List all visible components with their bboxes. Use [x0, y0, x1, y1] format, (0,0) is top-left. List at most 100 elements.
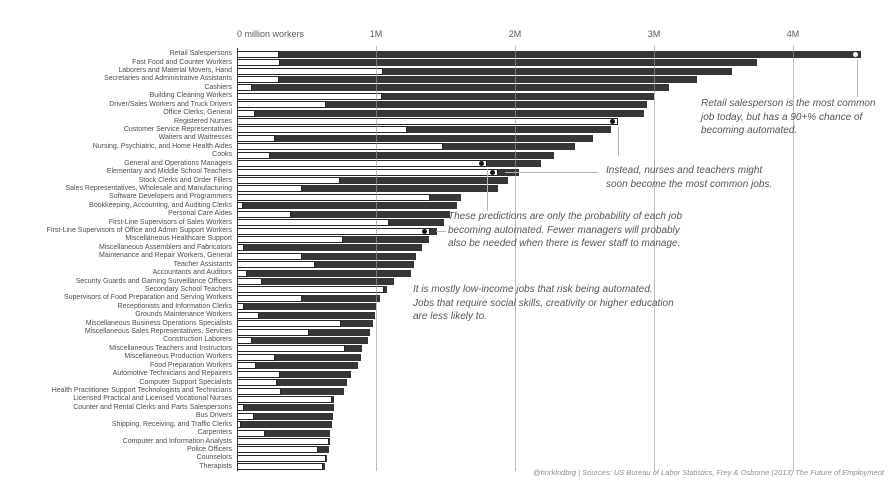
job-label: Maintenance and Repair Workers, General [99, 252, 232, 260]
highlight-dot-white [853, 51, 859, 57]
bar-not-automated [237, 362, 256, 370]
bar-not-automated [237, 151, 270, 159]
job-label: Sales Representatives, Wholesale and Man… [65, 184, 232, 192]
bar-not-automated [237, 109, 255, 117]
bar-total-workers [237, 92, 654, 100]
gridline [654, 46, 655, 471]
job-label: Laborers and Material Movers, Hand [118, 67, 232, 75]
x-axis-tick-label: 2M [508, 29, 522, 39]
job-label: General and Operations Managers [124, 159, 232, 167]
bar-not-automated [237, 412, 254, 420]
bar-total-workers [237, 75, 697, 83]
x-axis-tick-label: 3M [647, 29, 661, 39]
annotation-line: It is mostly low-income jobs that risk b… [413, 284, 653, 295]
job-label: Secretaries and Administrative Assistant… [103, 75, 232, 83]
job-label: Miscellaneous Sales Representatives, Ser… [84, 328, 232, 336]
nurses-connector-line [618, 127, 619, 156]
annotation-line: becoming automated. [701, 125, 798, 136]
job-label: Building Cleaning Workers [149, 92, 232, 100]
annotation-line: becoming automated. Fewer managers will … [448, 224, 680, 236]
job-label: Computer Support Specialists [139, 378, 232, 386]
bar-not-automated [237, 101, 326, 109]
bar-not-automated [237, 59, 280, 67]
job-label: Nursing, Psychiatric, and Home Health Ai… [92, 142, 232, 150]
job-label: Grounds Maintenance Workers [135, 311, 232, 319]
job-label: Retail Salespersons [169, 50, 232, 58]
x-axis-tick-label: 4M [786, 29, 800, 39]
gridline [376, 46, 377, 471]
annotation-line: Jobs that require social skills, creativ… [413, 297, 674, 309]
bar-not-automated [237, 92, 382, 100]
job-label: First-Line Supervisors of Sales Workers [108, 218, 232, 226]
bar-total-workers [237, 311, 375, 319]
bar-not-automated [237, 244, 244, 252]
bar-total-workers [237, 404, 334, 412]
bar-total-workers [237, 244, 422, 252]
job-label: Automotive Technicians and Repairers [112, 370, 232, 378]
bar-not-automated [237, 143, 443, 151]
bar-total-workers [237, 84, 669, 92]
bar-not-automated [237, 446, 318, 454]
bar-not-automated [237, 404, 244, 412]
teachers-connector-line [505, 172, 598, 173]
job-label: Health Practitioner Support Technologist… [51, 387, 232, 394]
bar-total-workers [237, 303, 376, 311]
job-label: Driver/Sales Workers and Truck Drivers [109, 100, 232, 108]
bar-not-automated [237, 75, 279, 83]
bar-total-workers [237, 421, 332, 429]
bar-not-automated [237, 438, 329, 446]
job-label: Cooks [212, 151, 232, 159]
annotation-line: soon become the most common jobs. [606, 178, 773, 190]
job-label: Shipping, Receiving, and Traffic Clerks [111, 420, 232, 428]
bar-not-automated [237, 311, 259, 319]
job-label: Office Clerks, General [163, 109, 232, 117]
highlight-dot-black [422, 228, 428, 234]
gridline [793, 46, 794, 471]
job-label: Waiters and Waitresses [158, 134, 232, 142]
bar-not-automated [237, 118, 618, 126]
job-label: Bookkeeping, Accounting, and Auditing Cl… [89, 201, 232, 209]
highlight-dot-black [490, 169, 496, 175]
bar-not-automated [237, 185, 302, 193]
bar-not-automated [237, 67, 383, 75]
annotation-line: are less likely to. [413, 311, 487, 322]
bar-not-automated [237, 387, 281, 395]
job-label: Secondary School Teachers [144, 285, 232, 293]
bar-not-automated [237, 345, 345, 353]
job-label: Supervisors of Food Preparation and Serv… [64, 294, 232, 302]
annotation-line: Retail salesperson is the most common [701, 98, 876, 109]
bar-not-automated [237, 286, 384, 294]
bar-not-automated [237, 219, 389, 227]
job-label: Personal Care Aides [168, 210, 232, 218]
supervisors-connector-line [436, 231, 446, 232]
y-axis-line [237, 48, 238, 471]
x-axis-zero-label: 0 million workers [237, 29, 305, 39]
gridline [515, 46, 516, 471]
job-label: Fast Food and Counter Workers [132, 58, 232, 66]
bar-total-workers [237, 126, 611, 134]
bar-not-automated [237, 126, 407, 134]
bar-total-workers [237, 353, 361, 361]
bar-not-automated [237, 261, 315, 269]
annotation-line: These predictions are only the probabili… [448, 211, 683, 222]
job-label: Computer and Information Analysts [122, 437, 232, 445]
bar-not-automated [237, 379, 277, 387]
job-label: Miscellaneous Healthcare Support [125, 235, 232, 243]
bar-not-automated [237, 269, 247, 277]
job-label: Construction Laborers [163, 336, 232, 344]
bar-total-workers [237, 134, 593, 142]
bar-total-workers [237, 185, 498, 193]
bar-not-automated [237, 320, 341, 328]
job-label: Miscellaneous Production Workers [124, 353, 232, 361]
job-label: Elementary and Middle School Teachers [106, 168, 232, 176]
bar-not-automated [237, 303, 244, 311]
source-attribution: @hnrklndbrg | Sources: US Bureau of Labo… [533, 468, 884, 477]
bar-not-automated [237, 463, 323, 471]
bar-total-workers [237, 252, 416, 260]
job-label: Miscellaneous Assemblers and Fabricators [98, 243, 232, 251]
bar-not-automated [237, 395, 332, 403]
job-label: Registered Nurses [174, 117, 232, 125]
bar-not-automated [237, 429, 265, 437]
bar-not-automated [237, 235, 343, 243]
job-label: Counter and Rental Clerks and Parts Sale… [73, 403, 232, 411]
